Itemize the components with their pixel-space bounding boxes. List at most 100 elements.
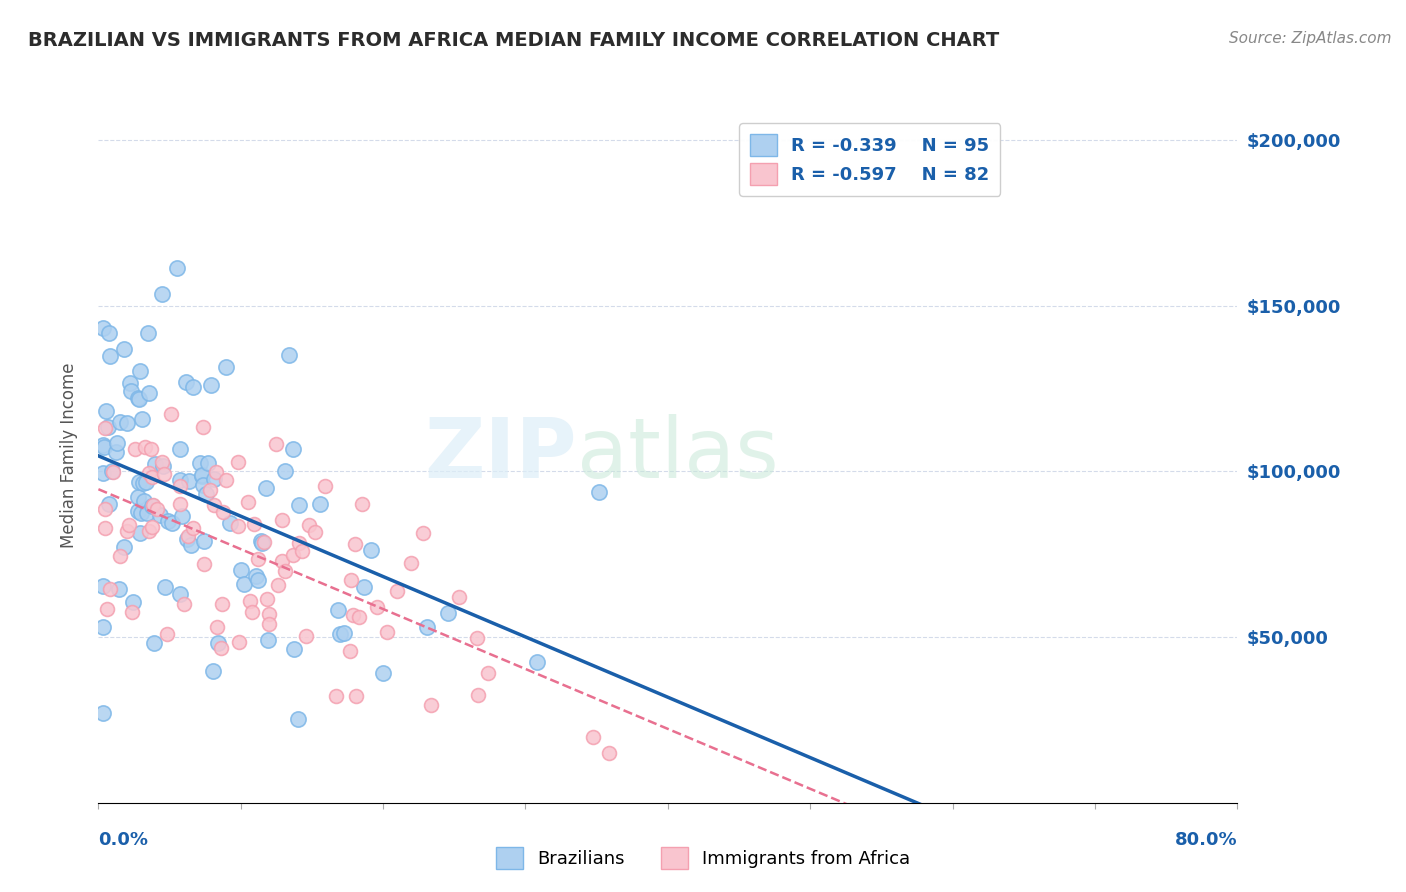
Point (128, 475, 150, 490)
Point (181, 521, 204, 535)
Point (138, 524, 160, 539)
Point (108, 549, 131, 563)
Point (118, 376, 141, 391)
Point (288, 536, 311, 550)
Point (467, 689, 489, 703)
Point (233, 577, 256, 591)
Point (240, 605, 263, 619)
Point (183, 380, 205, 394)
Point (256, 632, 278, 647)
Point (141, 500, 163, 514)
Point (91, 437, 114, 451)
Point (366, 599, 388, 614)
Point (134, 440, 156, 454)
Point (169, 479, 191, 493)
Point (135, 475, 157, 489)
Point (124, 442, 146, 456)
Point (271, 513, 294, 527)
Point (128, 392, 150, 406)
Point (264, 436, 287, 450)
Point (103, 465, 125, 479)
Point (193, 419, 215, 434)
Point (209, 640, 232, 655)
Point (304, 525, 326, 540)
Point (174, 375, 197, 389)
Point (212, 505, 235, 519)
Point (117, 416, 139, 430)
Point (243, 516, 266, 531)
Point (112, 540, 135, 554)
Point (274, 464, 297, 478)
Point (193, 558, 215, 572)
Point (420, 698, 443, 713)
Point (193, 534, 215, 549)
Point (156, 514, 179, 528)
Point (177, 475, 200, 489)
Point (191, 469, 214, 483)
Point (166, 261, 188, 276)
Point (169, 442, 191, 456)
Point (267, 578, 290, 592)
Point (467, 631, 489, 645)
Point (207, 636, 229, 650)
Point (256, 592, 278, 607)
Point (169, 473, 191, 487)
Point (138, 466, 160, 480)
Point (247, 574, 270, 588)
Point (247, 551, 270, 566)
Point (112, 342, 135, 356)
Point (202, 472, 225, 486)
Point (132, 476, 155, 491)
Point (287, 712, 309, 726)
Point (447, 590, 470, 604)
Point (326, 602, 349, 616)
Point (117, 524, 139, 539)
Point (332, 626, 354, 640)
Point (136, 326, 159, 341)
Point (349, 610, 371, 624)
Point (477, 665, 499, 680)
Point (399, 556, 422, 570)
Point (101, 464, 124, 478)
Point (201, 665, 224, 679)
Point (344, 536, 367, 550)
Point (226, 519, 249, 533)
Point (120, 384, 142, 398)
Point (270, 554, 292, 568)
Point (180, 538, 202, 552)
Point (245, 568, 267, 582)
Legend: Brazilians, Immigrants from Africa: Brazilians, Immigrants from Africa (486, 838, 920, 879)
Text: BRAZILIAN VS IMMIGRANTS FROM AFRICA MEDIAN FAMILY INCOME CORRELATION CHART: BRAZILIAN VS IMMIGRANTS FROM AFRICA MEDI… (28, 31, 1000, 50)
Text: atlas: atlas (576, 415, 779, 495)
Point (143, 457, 166, 471)
Point (283, 642, 305, 657)
Point (104, 445, 127, 459)
Point (105, 436, 128, 450)
Point (191, 468, 214, 483)
Point (169, 497, 191, 511)
Point (274, 564, 297, 578)
Point (412, 526, 434, 541)
Y-axis label: Median Family Income: Median Family Income (59, 362, 77, 548)
Point (108, 582, 131, 596)
Point (360, 543, 382, 558)
Point (436, 607, 458, 621)
Text: 80.0%: 80.0% (1174, 830, 1237, 848)
Point (252, 536, 274, 550)
Point (339, 573, 361, 587)
Point (257, 616, 280, 631)
Point (298, 517, 321, 532)
Point (202, 498, 225, 512)
Point (228, 635, 250, 649)
Point (250, 533, 273, 548)
Point (122, 595, 145, 609)
Point (94, 403, 117, 417)
Point (131, 411, 153, 425)
Point (377, 625, 399, 640)
Point (205, 465, 228, 479)
Point (91, 706, 114, 721)
Point (353, 580, 375, 594)
Point (156, 626, 179, 640)
Point (93, 321, 115, 335)
Point (177, 529, 200, 543)
